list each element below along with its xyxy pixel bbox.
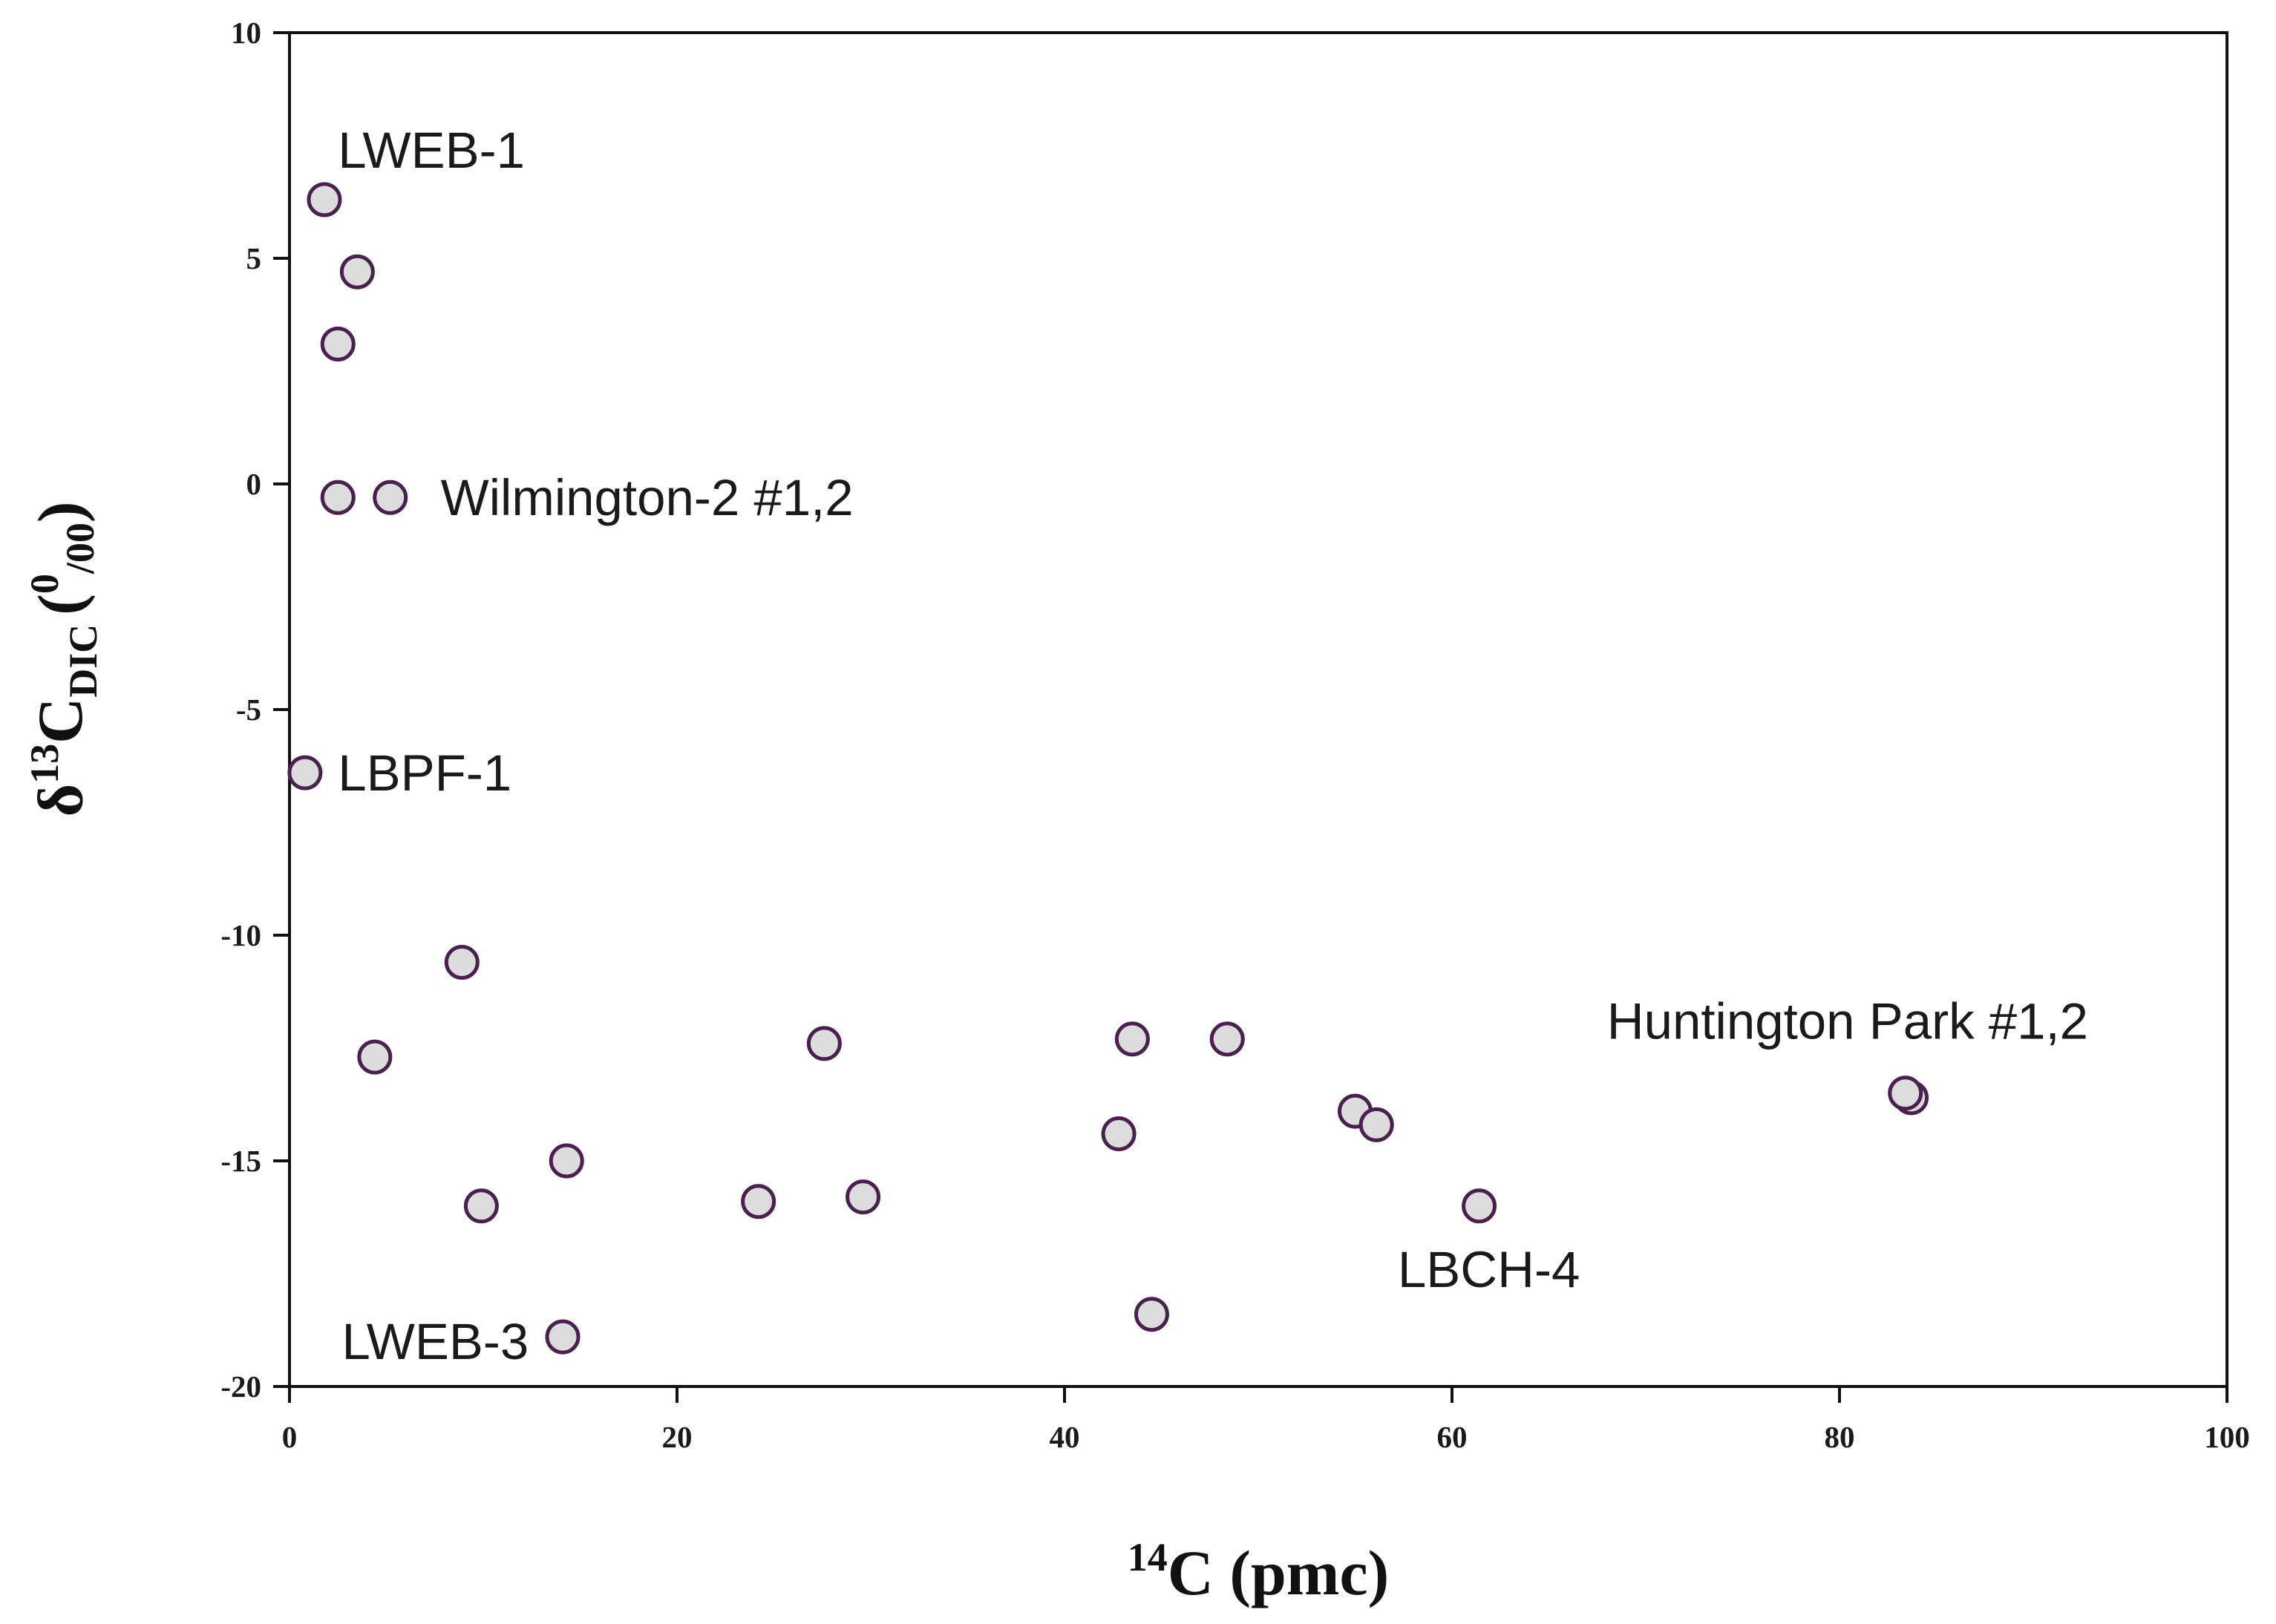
data-point (1114, 1021, 1150, 1057)
y-axis-ticks: -20 -15 -10 -5 0 5 10 (220, 16, 290, 1404)
x-tick-label: 80 (1825, 1420, 1855, 1454)
data-point (357, 1039, 393, 1075)
y-axis-title-unit-open: ( (24, 594, 96, 615)
y-tick-label: 0 (246, 467, 262, 501)
y-tick-label: -20 (220, 1369, 261, 1404)
y-axis-title-unit-sub: /00 (58, 523, 102, 574)
x-axis-title-main: C (pmc) (1168, 1537, 1390, 1608)
data-point (545, 1319, 581, 1355)
point-annotation: LWEB-3 (341, 1313, 529, 1370)
data-point (320, 479, 356, 515)
data-point (1134, 1297, 1169, 1332)
x-tick-label: 60 (1437, 1420, 1468, 1454)
data-point (287, 755, 323, 790)
point-annotation: Huntington Park #1,2 (1607, 993, 2088, 1050)
point-annotation: LWEB-1 (338, 122, 525, 179)
data-point (1462, 1188, 1497, 1224)
data-point (463, 1188, 499, 1224)
data-points (287, 182, 1929, 1355)
y-axis-title: δ13CDIC (0/00) (22, 501, 105, 816)
plot-frame (288, 31, 2228, 1388)
data-point (444, 944, 480, 980)
data-point (741, 1184, 776, 1219)
y-tick-label: 5 (246, 241, 262, 275)
x-tick-label: 0 (282, 1420, 298, 1454)
y-axis-title-subscript: DIC (61, 624, 105, 698)
x-tick-label: 100 (2204, 1420, 2250, 1454)
data-point (806, 1026, 842, 1061)
data-point (1888, 1075, 1923, 1111)
point-annotation: Wilmington-2 #1,2 (441, 469, 854, 526)
data-point (846, 1179, 881, 1215)
y-axis-title-main: C (24, 698, 96, 744)
data-point (373, 479, 408, 515)
data-point (1101, 1116, 1137, 1152)
y-axis-title-prefix: δ (24, 784, 96, 817)
y-tick-label: -10 (220, 918, 261, 952)
x-axis-ticks: 0 20 40 60 80 100 (282, 1386, 2250, 1454)
x-axis-title: 14C (pmc) (1128, 1535, 1390, 1608)
x-tick-label: 40 (1050, 1420, 1080, 1454)
data-point (1209, 1021, 1245, 1057)
data-point (320, 327, 356, 362)
y-tick-label: -5 (236, 693, 261, 727)
data-point (549, 1143, 584, 1179)
y-tick-label: 10 (231, 16, 261, 50)
x-axis-title-superscript: 14 (1128, 1535, 1168, 1579)
x-tick-label: 20 (662, 1420, 693, 1454)
y-tick-label: -15 (220, 1144, 261, 1178)
point-annotations: LWEB-1 Wilmington-2 #1,2 LBPF-1 Huntington … (338, 122, 2088, 1370)
y-axis-title-unit-close: ) (24, 501, 96, 523)
data-point (1358, 1107, 1394, 1142)
data-point (339, 254, 375, 289)
point-annotation: LBCH-4 (1398, 1241, 1580, 1298)
y-axis-title-superscript: 13 (22, 744, 67, 784)
data-point (307, 182, 342, 217)
point-annotation: LBPF-1 (338, 744, 511, 802)
y-axis-title-unit-sup: 0 (22, 574, 67, 594)
